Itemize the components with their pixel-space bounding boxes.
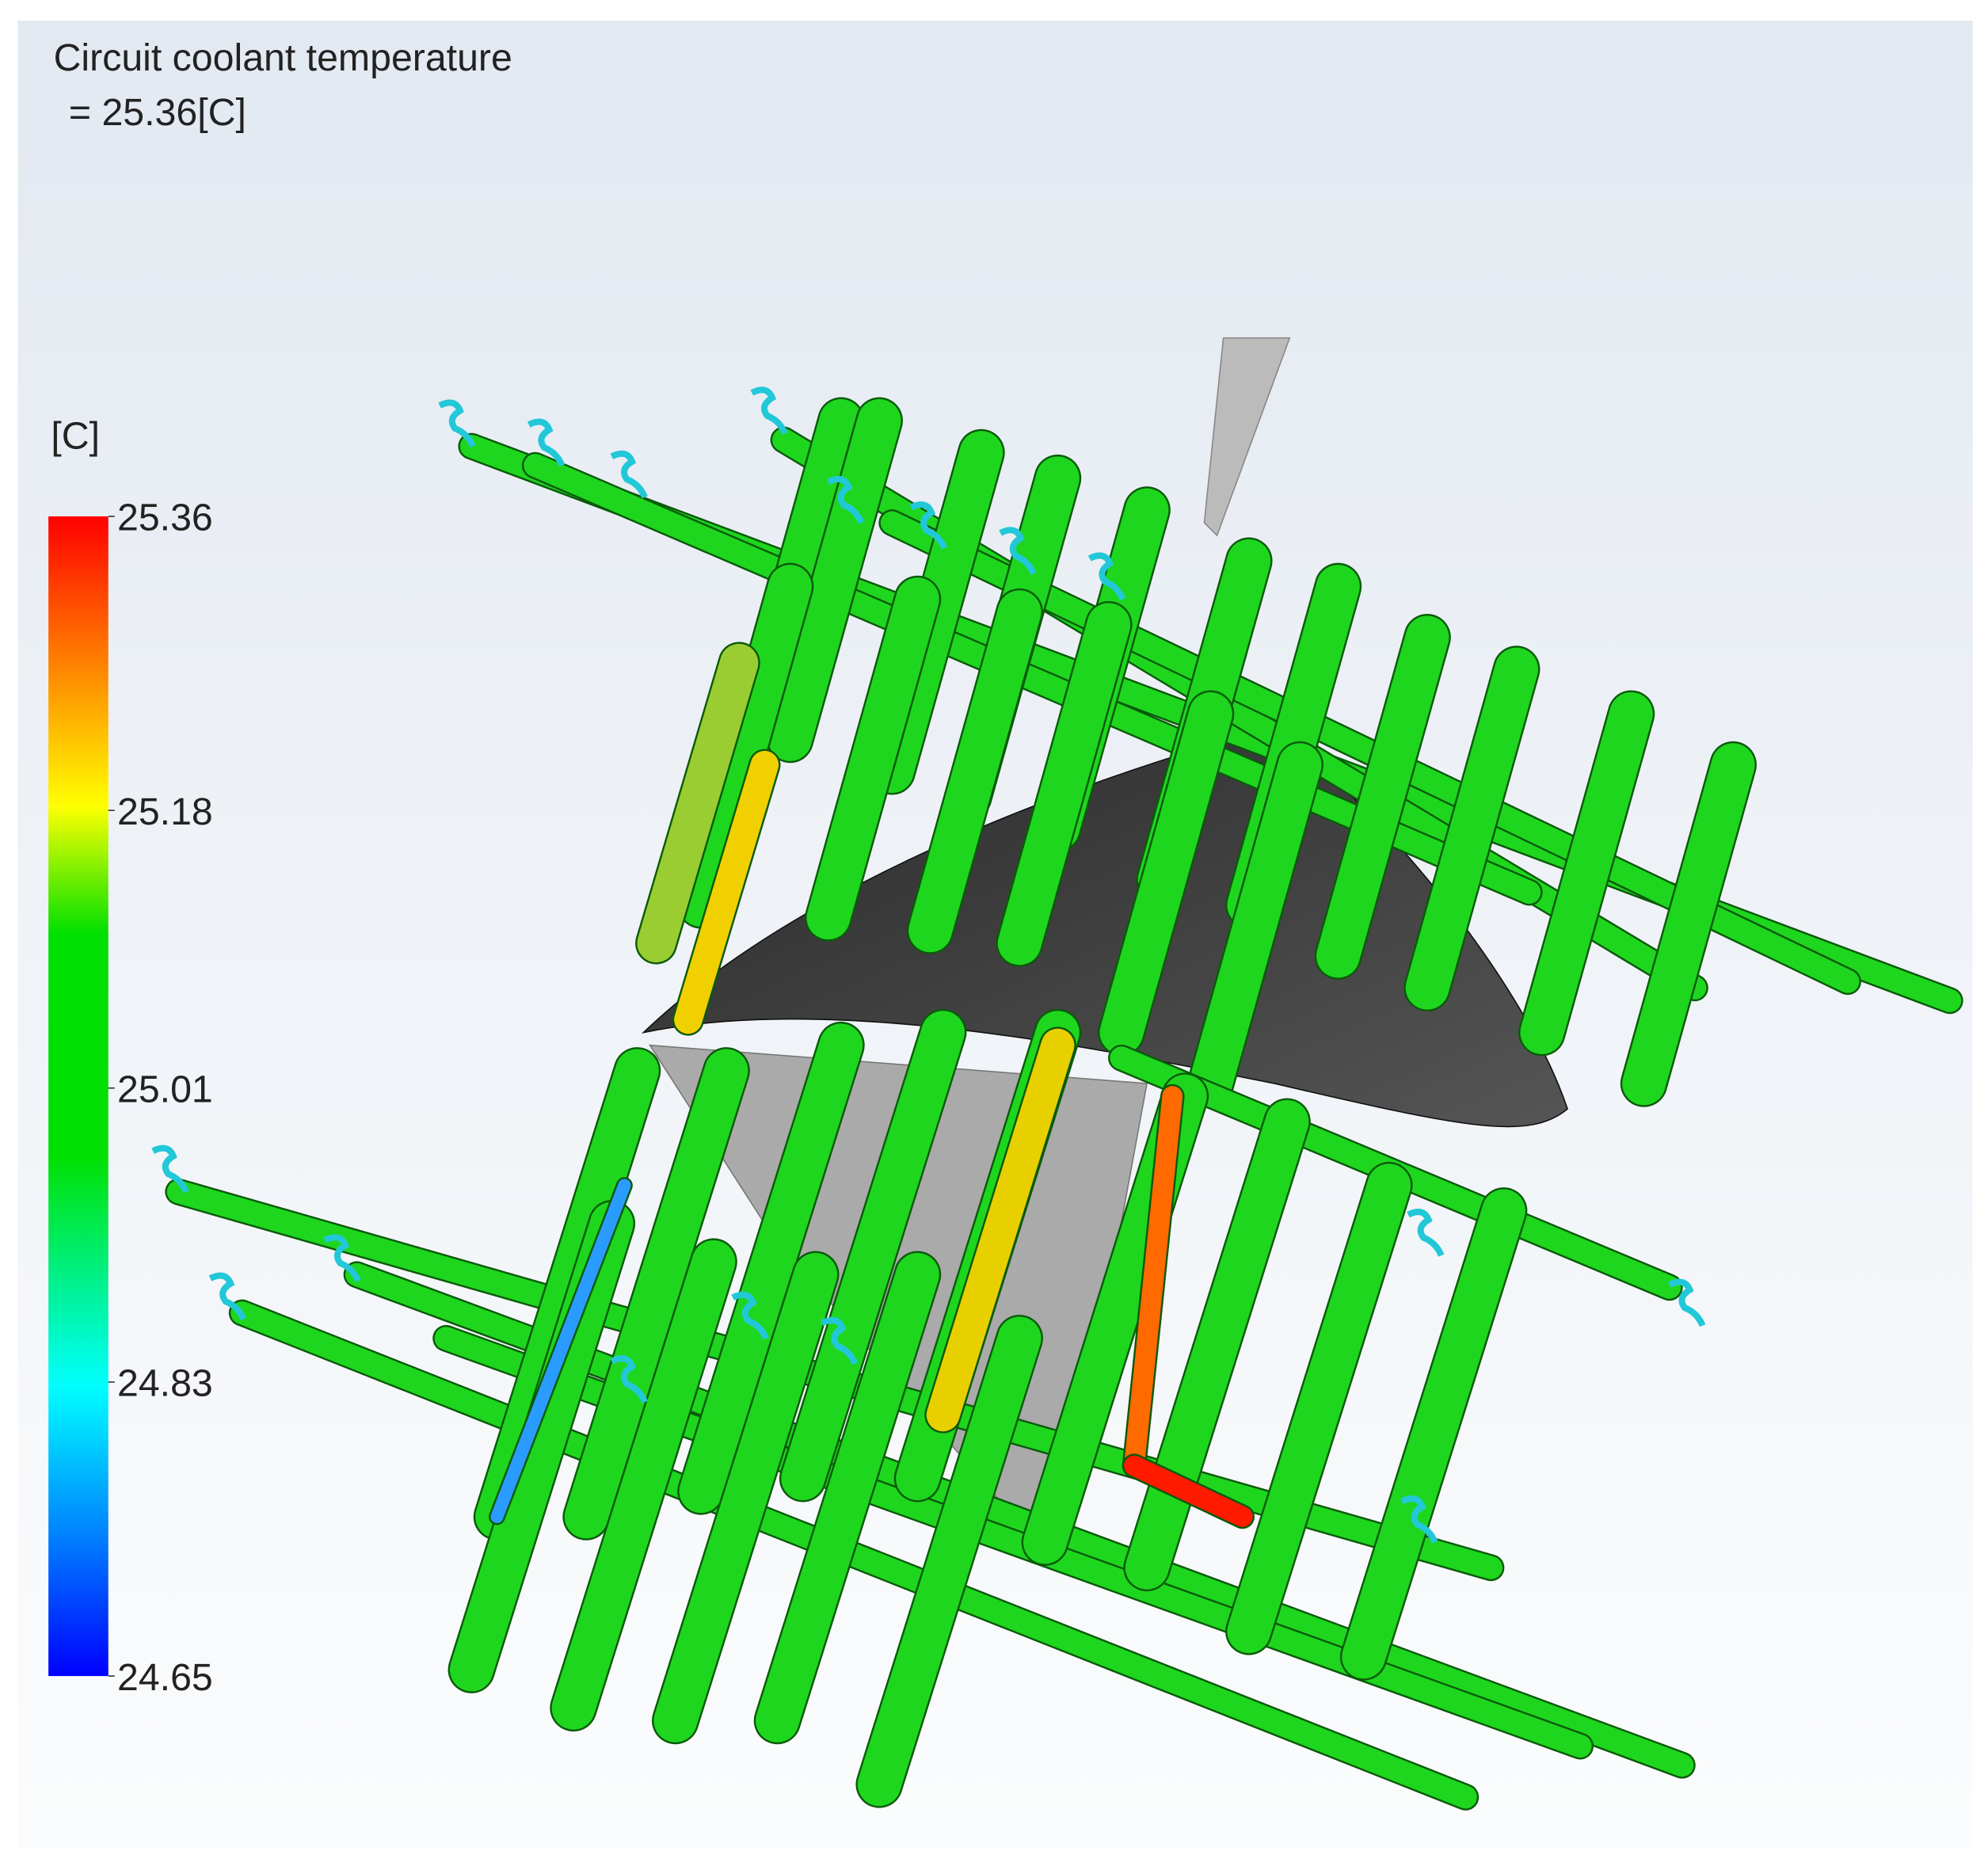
legend-tick-label: 25.36 [117, 497, 213, 539]
sprue [1203, 337, 1291, 537]
connector [1667, 1278, 1706, 1327]
pipe [1316, 615, 1449, 978]
pipe [1099, 691, 1232, 1054]
connector [527, 418, 566, 467]
result-value: = 25.36[C] [69, 91, 246, 134]
pipe [551, 1240, 736, 1730]
connector [610, 1355, 648, 1403]
pipe [768, 398, 901, 761]
connector [827, 475, 865, 524]
legend-tick-label: 25.01 [117, 1068, 213, 1110]
pipe [781, 1011, 965, 1501]
pipe [1227, 1164, 1411, 1654]
pipe [756, 1252, 939, 1742]
pipe [997, 603, 1131, 965]
pipe [1405, 647, 1539, 1010]
connector [820, 1316, 859, 1365]
color-bar [48, 516, 109, 1677]
pipe [1124, 1086, 1183, 1476]
connector [999, 527, 1037, 575]
pipe [926, 1028, 1075, 1432]
legend-unit: [C] [51, 415, 100, 458]
pipe [490, 1179, 631, 1524]
legend-tick-label: 24.83 [117, 1362, 213, 1405]
legend-tick-label: 24.65 [117, 1656, 213, 1699]
connector [151, 1144, 189, 1194]
connector [323, 1234, 361, 1282]
legend-ticks: 25.36 25.18 25.01 24.83 24.65 [108, 497, 213, 1699]
pipe [1520, 691, 1653, 1054]
pipe [1622, 743, 1755, 1106]
pipe [908, 590, 1042, 953]
pipe [679, 565, 812, 927]
connector [438, 399, 476, 448]
connector [750, 387, 788, 436]
result-title: Circuit coolant temperature [54, 36, 512, 79]
connector [1407, 1209, 1445, 1257]
pipe [637, 643, 759, 963]
pipe [653, 1252, 838, 1742]
pipe [564, 1049, 748, 1539]
pipe [679, 1023, 863, 1514]
legend-tick-label: 25.18 [117, 790, 213, 833]
connector [208, 1272, 247, 1321]
pipe [674, 751, 779, 1034]
connector [731, 1291, 769, 1340]
connector [1087, 552, 1126, 601]
connector [610, 450, 648, 499]
pipe [1342, 1189, 1525, 1679]
pipe [1189, 743, 1322, 1106]
connector [1400, 1495, 1438, 1544]
cooling-circuit [151, 387, 1963, 1811]
pipe [857, 1316, 1042, 1807]
pipe [1124, 1455, 1253, 1527]
connector [909, 501, 947, 550]
pipe [806, 577, 939, 940]
